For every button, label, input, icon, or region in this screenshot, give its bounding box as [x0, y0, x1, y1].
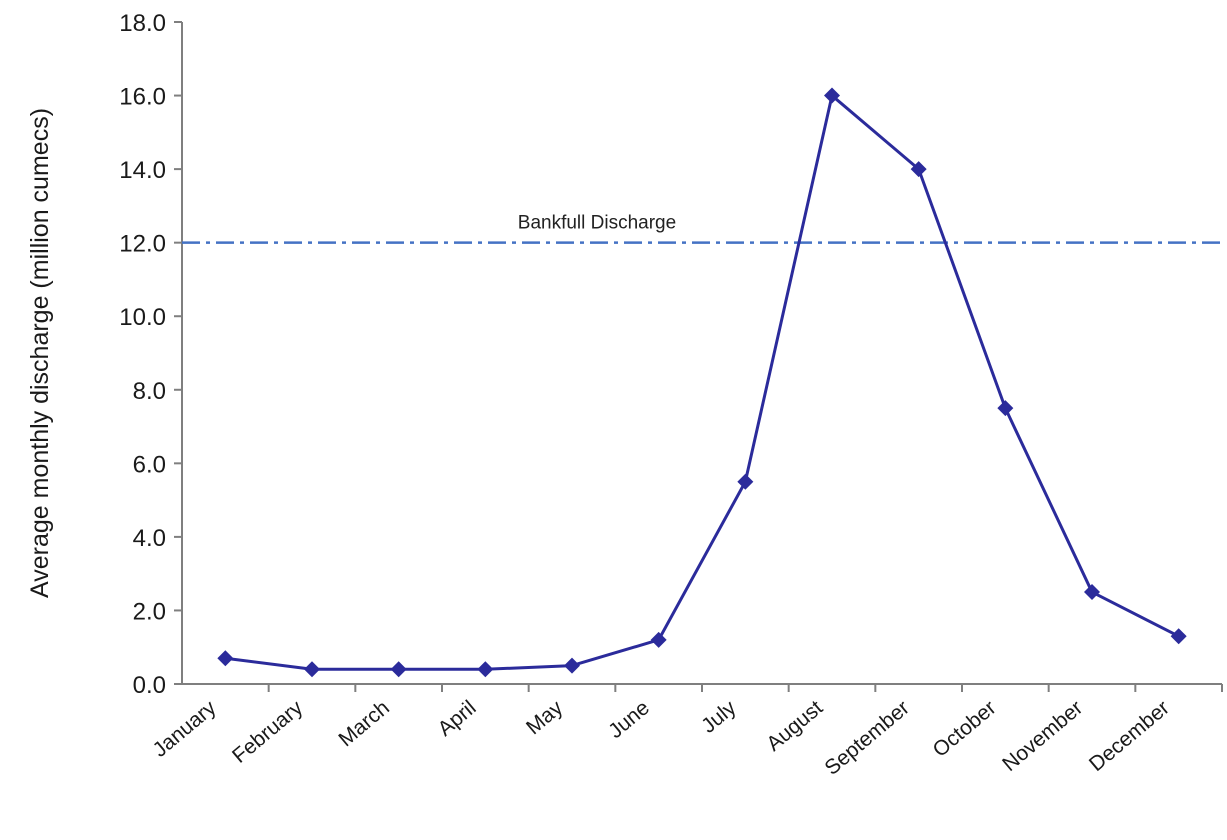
- y-tick-label: 18.0: [119, 10, 166, 37]
- data-point-marker: [910, 161, 927, 178]
- series-line: [225, 94, 1180, 671]
- x-category-label: December: [1085, 696, 1174, 776]
- data-point-marker: [564, 657, 580, 674]
- data-point-marker: [477, 661, 494, 678]
- x-category-label: January: [149, 696, 221, 762]
- data-point-marker: [824, 87, 840, 104]
- y-ticks: 0.0 2.0 4.0 6.0 8.0 10.0 12.0 14.0 16.0 18.0: [119, 10, 182, 699]
- data-point-marker: [650, 631, 667, 648]
- y-tick-label: 12.0: [119, 231, 166, 258]
- x-category-label: November: [998, 696, 1087, 776]
- y-axis-title: Average monthly discharge (million cumec…: [26, 108, 54, 598]
- y-tick-label: 6.0: [133, 451, 166, 478]
- data-point-marker: [390, 661, 407, 678]
- data-point-marker: [304, 661, 320, 678]
- x-category-label: September: [820, 696, 913, 780]
- reference-line-group: Bankfull Discharge: [182, 213, 1222, 244]
- bankfull-reference-label: Bankfull Discharge: [518, 213, 676, 234]
- axes: [181, 22, 1222, 685]
- data-point-marker: [737, 473, 754, 490]
- y-tick-label: 14.0: [119, 157, 166, 184]
- y-tick-label: 4.0: [133, 525, 166, 552]
- x-category-label: April: [434, 696, 481, 741]
- y-tick-label: 2.0: [133, 598, 166, 625]
- y-tick-label: 16.0: [119, 84, 166, 111]
- x-category-label: February: [228, 696, 308, 768]
- data-point-marker: [997, 400, 1014, 417]
- x-category-label: October: [929, 696, 1001, 762]
- x-ticks: January February March April May June July Augu…: [149, 684, 1223, 780]
- data-point-marker: [1084, 584, 1100, 601]
- x-category-label: May: [522, 696, 568, 739]
- x-category-label: March: [334, 696, 393, 751]
- y-tick-label: 8.0: [133, 378, 166, 405]
- y-tick-label: 0.0: [133, 672, 166, 699]
- x-category-label: June: [604, 696, 654, 743]
- data-point-marker: [217, 650, 234, 667]
- x-category-label: July: [697, 696, 741, 738]
- x-category-label: August: [762, 696, 827, 756]
- series-group: [217, 87, 1187, 678]
- data-point-marker: [1170, 628, 1187, 645]
- y-tick-label: 10.0: [119, 304, 166, 331]
